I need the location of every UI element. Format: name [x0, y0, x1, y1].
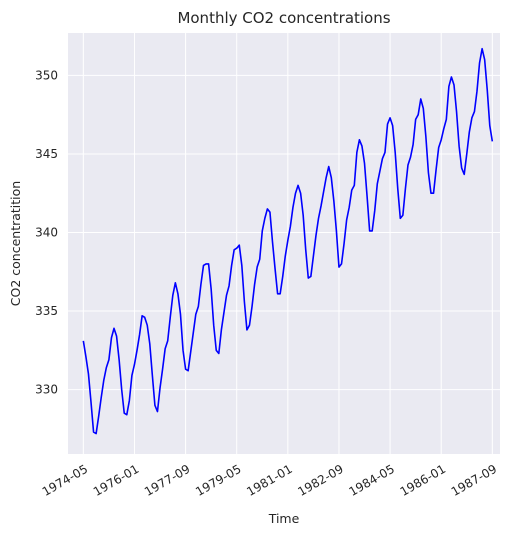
- y-tick-label: 350: [35, 68, 58, 82]
- y-gridlines: [68, 74, 500, 391]
- y-tick-label: 335: [35, 304, 58, 318]
- x-tick-label: 1974-05: [40, 462, 90, 499]
- x-tick-label: 1982-09: [295, 462, 345, 499]
- co2-series-line: [82, 47, 494, 435]
- x-tick-label: 1976-01: [91, 462, 141, 499]
- y-tick-label: 340: [35, 226, 58, 240]
- y-tick-label: 345: [35, 147, 58, 161]
- y-axis-label: CO2 concentratition: [8, 181, 23, 306]
- x-axis-label: Time: [268, 511, 300, 526]
- chart-title: Monthly CO2 concentrations: [177, 9, 390, 27]
- plot-area: [68, 33, 500, 454]
- x-tick-label: 1979-05: [193, 462, 243, 499]
- x-tick-label: 1977-09: [142, 462, 192, 499]
- x-tick-label: 1986-01: [398, 462, 448, 499]
- x-tick-label: 1984-05: [347, 462, 397, 499]
- x-axis-ticks: 1974-05 1976-01 1977-09 1979-05 1981-01 1982-…: [40, 462, 499, 499]
- y-axis-ticks: 330 335 340 345 350: [35, 68, 58, 396]
- y-tick-label: 330: [35, 383, 58, 397]
- x-tick-label: 1987-09: [449, 462, 499, 499]
- x-tick-label: 1981-01: [244, 462, 294, 499]
